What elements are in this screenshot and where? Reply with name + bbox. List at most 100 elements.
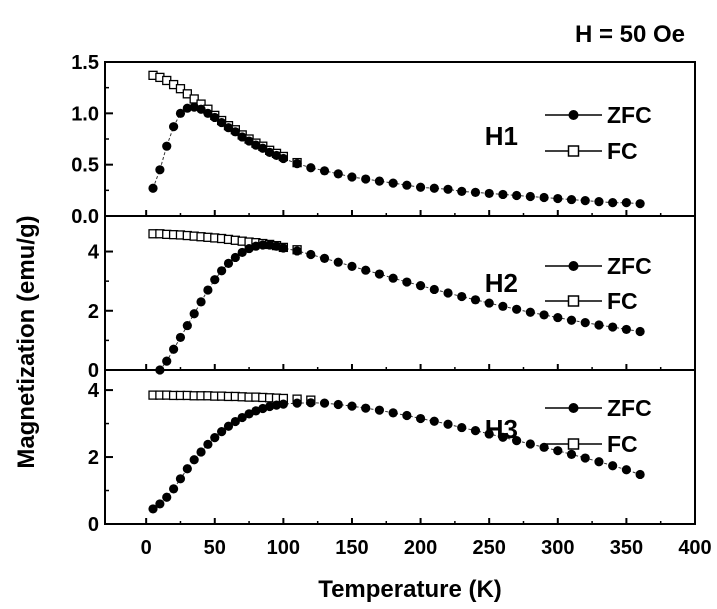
zfc-point [169,344,179,354]
zfc-point [333,257,343,267]
plot-frame [104,369,696,525]
zfc-point [292,159,302,169]
zfc-point [237,132,247,142]
legend-zfc-label: ZFC [607,102,652,128]
zfc-point [251,241,261,251]
panel-h2: 0 2 4 H2 ZFC FC [88,215,696,382]
y-tick-label: 4 [88,380,100,402]
y-tick-label: 1.5 [71,52,99,74]
zfc-point [148,183,158,193]
zfc-point [470,425,481,436]
y-tick-label: 0 [88,514,99,536]
zfc-point [525,307,535,317]
zfc-point [230,127,240,137]
zfc-point [635,326,645,337]
zfc-point [594,320,604,330]
zfc-point [230,416,240,427]
y-tick-label: 4 [88,242,100,264]
zfc-point [498,189,508,200]
zfc-point [182,464,192,474]
zfc-point [457,186,467,196]
zfc-point [594,197,604,207]
zfc-point [580,318,590,328]
y-tick-label: 0 [88,360,99,382]
zfc-point [271,150,282,161]
zfc-point [457,422,467,433]
x-axis-label: Temperature (K) [318,576,502,603]
zfc-point [189,455,199,465]
zfc-point [443,419,453,429]
zfc-point [594,457,604,467]
zfc-point [580,196,590,206]
zfc-point [230,252,240,263]
zfc-point [621,324,631,335]
zfc-point [265,401,275,412]
x-tick-label: 250 [472,537,505,559]
legend-fc-marker [567,145,580,157]
x-tick-label: 0 [141,537,152,559]
panel-h3: 0 2 4 0 50 100 150 200 250 300 350 400 H3 ZFC FC [88,369,712,559]
zfc-point [210,112,220,123]
zfc-point [169,122,179,132]
zfc-point [155,499,165,509]
zfc-point [148,504,158,514]
y-tick-label: 2 [88,301,99,323]
zfc-point [525,439,535,449]
legend-zfc-marker [568,110,579,120]
zfc-point [621,465,631,475]
zfc-point [484,429,494,439]
zfc-point [162,356,172,366]
y-tick-label: 0.5 [71,155,99,177]
fc-point [182,89,192,99]
zfc-point [162,492,172,502]
zfc-point [566,194,577,205]
zfc-point [319,253,330,263]
zfc-point [566,449,577,459]
zfc-point [217,117,227,128]
legend-fc-marker [567,438,580,450]
zfc-point [223,258,234,268]
zfc-point [258,143,268,153]
legend-fc-label: FC [607,288,638,314]
y-axis-label: Magnetization (emu/g) [13,215,40,468]
zfc-point [292,246,302,256]
zfc-point [175,332,186,343]
zfc-point [402,410,412,421]
zfc-point [265,240,275,250]
legend-zfc-label: ZFC [607,253,652,279]
zfc-point [217,266,227,276]
zfc-point [512,304,522,314]
zfc-point [539,192,549,203]
zfc-point [182,103,192,113]
zfc-point [443,184,453,194]
zfc-point [189,309,199,319]
y-tick-label: 2 [88,447,99,469]
zfc-point [333,399,343,410]
zfc-point [237,247,247,258]
zfc-point [223,421,234,431]
zfc-point [361,174,371,184]
zfc-point [512,190,522,201]
zfc-point [608,322,618,332]
zfc-point [498,432,508,442]
zfc-point [402,180,412,190]
zfc-point [169,484,179,494]
zfc-point [443,288,453,298]
zfc-point [457,291,467,302]
fc-point [175,84,186,94]
zfc-point [621,198,631,208]
x-tick-label: 200 [404,537,437,559]
zfc-point [182,320,192,331]
zfc-point [278,153,288,164]
x-tick-label: 150 [335,537,368,559]
zfc-point [429,284,439,295]
zfc-point [374,269,385,279]
zfc-point [374,405,385,415]
x-tick-label: 350 [610,537,643,559]
legend-zfc-marker [568,403,579,413]
zfc-point [306,249,316,260]
legend-fc-marker [567,295,580,307]
zfc-point [484,188,494,199]
